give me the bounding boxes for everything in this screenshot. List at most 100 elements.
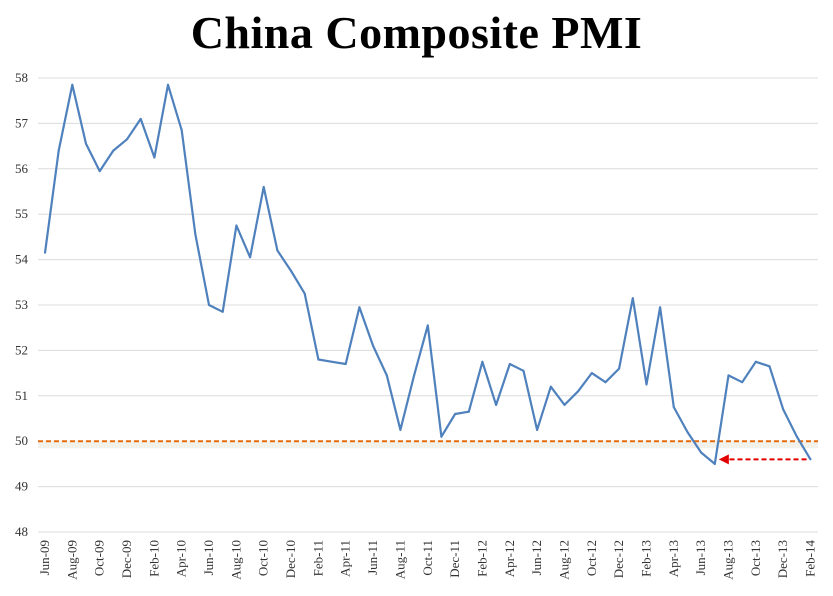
data-point — [85, 142, 87, 145]
y-tick-label: 52 — [15, 342, 28, 357]
y-tick-label: 49 — [15, 479, 28, 494]
data-point — [317, 358, 320, 361]
x-tick-label: Oct-10 — [256, 540, 271, 576]
x-tick-label: Jun-09 — [37, 540, 52, 575]
y-tick-label: 56 — [15, 161, 29, 176]
x-axis-ticks: Jun-09 Aug-09 Oct-09 Dec-09 Feb-10 Apr-10 Jun-… — [37, 540, 818, 580]
data-point — [467, 410, 470, 413]
arrow-annotation — [718, 454, 807, 465]
y-tick-label: 55 — [15, 206, 28, 221]
data-point — [262, 186, 265, 188]
data-point — [385, 374, 388, 377]
x-tick-label: Feb-11 — [310, 540, 325, 576]
x-tick-label: Oct-09 — [92, 540, 107, 576]
data-point — [604, 381, 607, 384]
data-point — [303, 292, 306, 295]
data-point — [700, 451, 703, 454]
data-point — [208, 304, 210, 306]
data-point — [139, 117, 142, 120]
data-point — [645, 383, 648, 386]
data-point — [631, 297, 634, 300]
x-tick-label: Apr-12 — [502, 540, 517, 577]
data-point — [112, 149, 115, 152]
x-tick-label: Jun-10 — [201, 540, 216, 575]
series-line — [43, 83, 812, 465]
x-tick-label: Dec-12 — [611, 540, 626, 578]
reference-lines — [38, 440, 818, 449]
y-tick-label: 48 — [15, 524, 28, 539]
data-point — [672, 406, 675, 409]
data-point — [782, 408, 785, 411]
data-point — [577, 390, 580, 393]
gridlines — [38, 77, 818, 533]
y-tick-label: 50 — [15, 433, 28, 448]
data-point — [57, 149, 60, 152]
x-tick-label: Oct-11 — [420, 540, 435, 576]
data-point — [536, 428, 539, 431]
x-tick-label: Aug-09 — [64, 540, 79, 580]
arrow-head — [718, 454, 729, 465]
y-tick-label: 51 — [15, 388, 28, 403]
x-tick-label: Apr-11 — [338, 540, 353, 577]
data-point — [795, 435, 798, 438]
y-tick-label: 54 — [15, 252, 29, 267]
data-point — [235, 224, 238, 227]
x-tick-label: Oct-12 — [584, 540, 599, 576]
data-point — [741, 381, 744, 384]
data-point — [413, 374, 416, 377]
x-tick-label: Feb-14 — [803, 540, 818, 577]
data-point — [563, 403, 566, 406]
data-point — [426, 324, 429, 327]
data-point — [153, 156, 156, 159]
data-point — [809, 458, 812, 461]
reference-band — [38, 440, 818, 449]
data-point — [167, 83, 169, 86]
data-point — [372, 344, 375, 347]
data-point — [98, 170, 101, 173]
data-point — [549, 385, 552, 388]
data-point — [331, 360, 334, 363]
x-tick-label: Aug-12 — [556, 540, 571, 580]
x-tick-label: Oct-13 — [748, 540, 763, 576]
data-point — [358, 306, 361, 309]
x-tick-label: Dec-11 — [447, 540, 462, 578]
x-tick-label: Dec-13 — [775, 540, 790, 578]
x-tick-label: Aug-13 — [721, 540, 736, 580]
data-point — [44, 251, 46, 254]
x-tick-label: Jun-13 — [693, 540, 708, 575]
data-point — [290, 270, 293, 272]
data-point — [727, 374, 730, 377]
y-axis-ticks: 48 49 50 51 52 53 54 55 56 57 58 — [15, 70, 29, 539]
data-point — [454, 413, 457, 415]
data-point — [276, 249, 279, 252]
y-tick-label: 58 — [15, 70, 28, 85]
data-point — [180, 129, 183, 132]
data-point — [522, 369, 525, 372]
data-point — [481, 360, 484, 363]
x-tick-label: Apr-10 — [174, 540, 189, 577]
x-tick-label: Feb-12 — [474, 540, 489, 577]
x-tick-label: Aug-11 — [392, 540, 407, 579]
data-point — [194, 233, 197, 236]
y-tick-label: 53 — [15, 297, 28, 312]
chart-title: China Composite PMI — [190, 7, 643, 58]
data-point — [590, 372, 593, 375]
data-point — [399, 428, 402, 431]
data-point — [618, 367, 621, 370]
data-point — [249, 256, 252, 259]
data-point — [508, 363, 511, 365]
x-tick-label: Jun-12 — [529, 540, 544, 575]
data-point — [344, 363, 347, 365]
data-point — [221, 310, 224, 313]
data-point — [440, 435, 443, 438]
data-point — [71, 83, 74, 86]
data-point — [754, 360, 757, 363]
x-tick-label: Aug-10 — [228, 540, 243, 580]
x-tick-label: Feb-13 — [638, 540, 653, 577]
x-tick-label: Apr-13 — [666, 540, 681, 577]
data-point — [126, 138, 128, 141]
data-point — [686, 431, 689, 434]
data-point — [495, 403, 498, 406]
data-point — [713, 462, 716, 465]
